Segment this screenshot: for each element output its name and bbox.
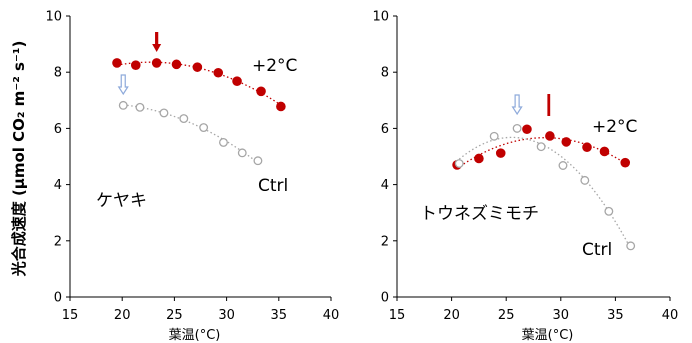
series-label-ctrl: Ctrl	[582, 240, 612, 260]
x-tick-label: 40	[323, 308, 340, 323]
species-label: ケヤキ	[96, 191, 147, 211]
species-label: トウネズミモチ	[420, 204, 539, 224]
series-ctrl	[118, 100, 263, 166]
data-point	[599, 146, 610, 157]
trend-line	[456, 137, 626, 169]
data-point	[454, 159, 464, 168]
data-point	[253, 156, 263, 166]
series-label-ctrl: Ctrl	[258, 176, 288, 196]
data-point	[522, 124, 532, 135]
data-point	[237, 148, 247, 158]
data-point	[580, 175, 590, 185]
x-tick-label: 40	[662, 308, 679, 323]
data-point	[512, 123, 522, 133]
y-tick-label: 10	[372, 10, 389, 25]
peak-marker	[547, 94, 551, 116]
data-point	[582, 142, 592, 153]
y-tick-label: 6	[381, 122, 389, 137]
data-point	[495, 148, 506, 158]
x-tick-label: 20	[443, 308, 460, 323]
data-point	[199, 123, 209, 133]
x-tick-label: 35	[607, 308, 624, 323]
y-axis-label: 光合成速度 (μmol CO₂ m⁻² s⁻¹)	[10, 41, 28, 278]
x-axis-label: 葉温(°C)	[522, 328, 574, 343]
data-point	[536, 142, 546, 152]
data-point	[213, 67, 224, 78]
y-tick-label: 2	[54, 234, 62, 249]
data-point	[256, 86, 266, 97]
data-point	[151, 58, 162, 68]
series-ctrl	[454, 123, 636, 251]
y-tick-label: 6	[54, 122, 62, 137]
x-tick-label: 15	[62, 308, 79, 323]
x-tick-label: 30	[553, 308, 570, 323]
x-tick-label: 25	[166, 308, 183, 323]
data-point	[620, 157, 631, 168]
data-point	[489, 131, 499, 141]
y-tick-label: 8	[54, 66, 62, 81]
y-tick-label: 4	[54, 178, 62, 193]
data-point	[179, 114, 189, 124]
data-point	[219, 137, 228, 147]
data-point	[159, 108, 169, 118]
x-tick-label: 30	[218, 308, 235, 323]
data-point	[135, 102, 145, 112]
x-axis-label: 葉温(°C)	[169, 328, 221, 343]
y-tick-label: 2	[381, 234, 389, 249]
x-tick-label: 25	[498, 308, 515, 323]
x-tick-label: 20	[114, 308, 131, 323]
x-tick-label: 35	[271, 308, 288, 323]
series-label-warm: +2°C	[592, 117, 637, 137]
series-warm	[112, 58, 286, 112]
chart-panel-1: 0 2 4 6 8 10 15 20 25 30 35 40 葉温(°C) 光合成速度 (μmol CO₂…	[10, 10, 339, 343]
data-point	[118, 100, 128, 110]
y-tick-label: 8	[381, 66, 389, 81]
series-label-warm: +2°C	[252, 56, 297, 76]
data-point	[626, 241, 636, 251]
peak-arrow-shaft	[155, 32, 159, 45]
data-point	[276, 101, 286, 112]
trend-line	[116, 61, 282, 106]
y-tick-label: 10	[45, 10, 62, 25]
data-point	[192, 62, 203, 72]
trend-line	[123, 104, 259, 164]
data-point	[130, 60, 141, 70]
y-tick-label: 4	[381, 178, 389, 193]
peak-arrow-outline	[117, 74, 129, 96]
data-point	[474, 153, 484, 164]
peak-arrow-outline	[511, 94, 523, 116]
peak-arrow-head	[152, 44, 162, 52]
data-point	[558, 161, 568, 170]
data-point	[171, 59, 182, 70]
x-tick-label: 15	[389, 308, 406, 323]
data-point	[545, 131, 555, 141]
data-point	[561, 137, 572, 147]
data-point	[232, 76, 242, 86]
data-point	[604, 206, 614, 216]
data-point	[112, 58, 122, 68]
y-tick-label: 0	[54, 291, 62, 306]
y-tick-label: 0	[381, 291, 389, 306]
chart-panel-2: 0 2 4 6 8 10 15 20 25 30 35 40 葉温(°C) +2°C Ctrl トウネズミモチ	[372, 10, 678, 343]
